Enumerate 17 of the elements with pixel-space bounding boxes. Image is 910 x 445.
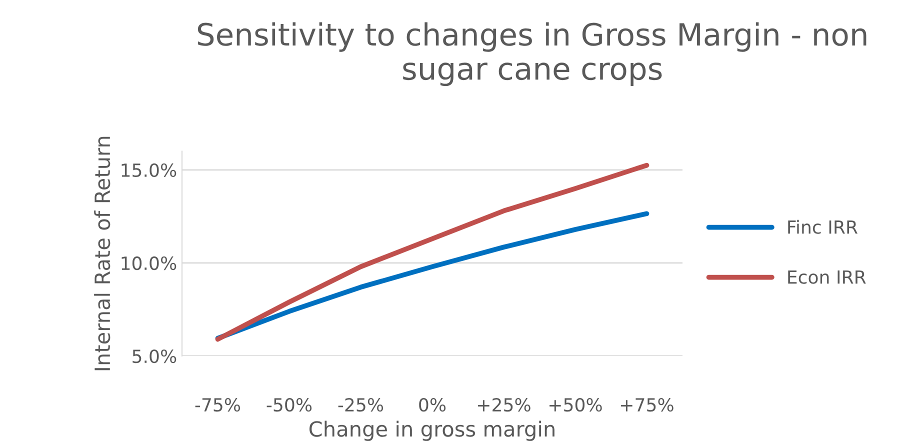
line-series [215,162,650,342]
x-tick-label: +50% [550,398,602,412]
y-tick-label: 5.0% [132,349,176,364]
line-series [215,211,650,341]
x-tick-label: +25% [478,398,530,412]
x-tick-label: -75% [195,398,240,412]
y-tick-label: 10.0% [122,256,176,270]
chart-title: Sensitivity to changes in Gross Margin - non sugar cane crops [198,22,866,86]
x-tick-label: +75% [621,398,674,412]
x-tick-label: -25% [338,398,384,412]
x-tick-label: 0% [419,398,446,412]
legend-label: Finc IRR [788,220,858,234]
y-axis-title: Internal Rate of Return [94,136,110,370]
legend-label: Econ IRR [788,270,866,284]
x-tick-label: -50% [266,398,312,412]
y-tick-label: 15.0% [122,163,176,178]
x-axis-title: Change in gross margin [309,420,554,441]
